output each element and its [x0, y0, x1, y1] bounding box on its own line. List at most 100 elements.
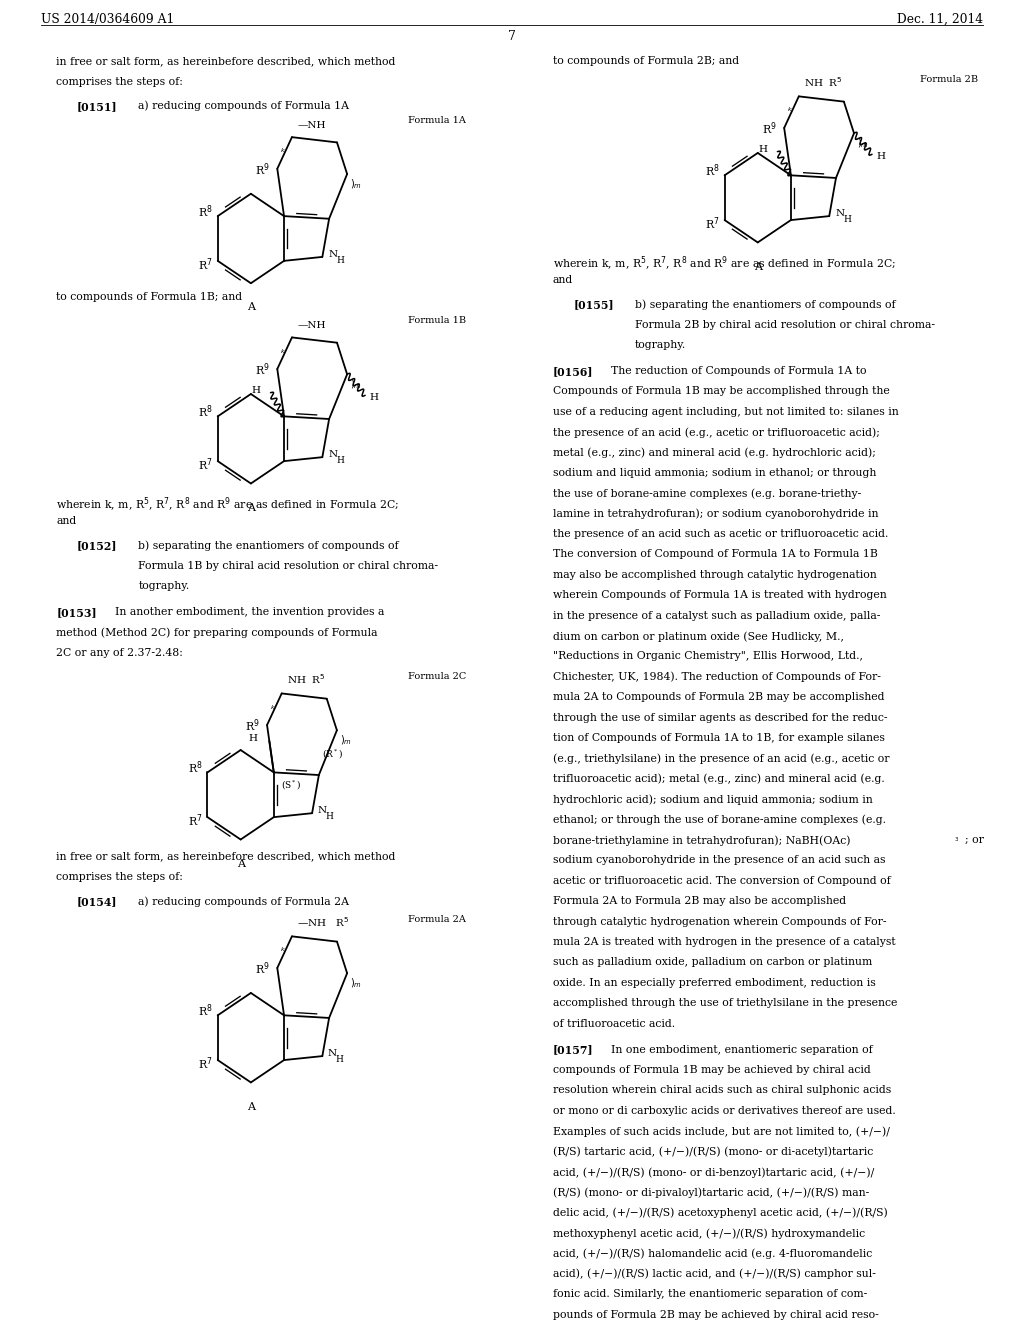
Text: H: H: [370, 393, 378, 403]
Text: Examples of such acids include, but are not limited to, (+/−)/: Examples of such acids include, but are …: [553, 1126, 890, 1137]
Text: tography.: tography.: [635, 341, 686, 350]
Text: The reduction of Compounds of Formula 1A to: The reduction of Compounds of Formula 1A…: [611, 366, 867, 376]
Text: )$_m$: )$_m$: [350, 378, 362, 392]
Text: Formula 1B by chiral acid resolution or chiral chroma-: Formula 1B by chiral acid resolution or …: [138, 561, 438, 570]
Text: $^k$: $^k$: [281, 348, 287, 356]
Text: wherein k, m, R$^5$, R$^7$, R$^8$ and R$^9$ are as defined in Formula 2C;: wherein k, m, R$^5$, R$^7$, R$^8$ and R$…: [56, 496, 399, 513]
Text: Formula 2B: Formula 2B: [920, 75, 978, 83]
Text: use of a reducing agent including, but not limited to: silanes in: use of a reducing agent including, but n…: [553, 407, 899, 417]
Text: acetic or trifluoroacetic acid. The conversion of Compound of: acetic or trifluoroacetic acid. The conv…: [553, 876, 891, 886]
Text: (e.g., triethylsilane) in the presence of an acid (e.g., acetic or: (e.g., triethylsilane) in the presence o…: [553, 754, 890, 764]
Text: [0155]: [0155]: [573, 300, 614, 310]
Text: H: H: [248, 734, 257, 743]
Text: hydrochloric acid); sodium and liquid ammonia; sodium in: hydrochloric acid); sodium and liquid am…: [553, 795, 872, 805]
Text: A: A: [247, 503, 255, 512]
Text: In another embodiment, the invention provides a: In another embodiment, the invention pro…: [115, 607, 384, 616]
Text: N: N: [836, 210, 845, 218]
Text: )$_m$: )$_m$: [857, 137, 869, 150]
Text: such as palladium oxide, palladium on carbon or platinum: such as palladium oxide, palladium on ca…: [553, 957, 872, 968]
Text: [0152]: [0152]: [77, 540, 118, 552]
Text: R$^7$: R$^7$: [198, 256, 213, 273]
Text: Formula 2A to Formula 2B may also be accomplished: Formula 2A to Formula 2B may also be acc…: [553, 896, 846, 907]
Text: b) separating the enantiomers of compounds of: b) separating the enantiomers of compoun…: [635, 300, 896, 310]
Text: ; or: ; or: [965, 836, 983, 845]
Text: H: H: [336, 1055, 343, 1064]
Text: H: H: [758, 145, 767, 153]
Text: US 2014/0364609 A1: US 2014/0364609 A1: [41, 13, 174, 26]
Text: H: H: [877, 152, 885, 161]
Text: R$^9$: R$^9$: [762, 121, 777, 137]
Text: sodium and liquid ammonia; sodium in ethanol; or through: sodium and liquid ammonia; sodium in eth…: [553, 467, 877, 478]
Text: wherein k, m, R$^5$, R$^7$, R$^8$ and R$^9$ are as defined in Formula 2C;: wherein k, m, R$^5$, R$^7$, R$^8$ and R$…: [553, 255, 896, 273]
Text: mula 2A to Compounds of Formula 2B may be accomplished: mula 2A to Compounds of Formula 2B may b…: [553, 692, 885, 702]
Text: A: A: [247, 1102, 255, 1111]
Text: The conversion of Compound of Formula 1A to Formula 1B: The conversion of Compound of Formula 1A…: [553, 549, 878, 560]
Text: NH  R$^5$: NH R$^5$: [804, 75, 843, 90]
Text: N: N: [328, 1049, 337, 1059]
Text: )$_m$: )$_m$: [350, 178, 362, 191]
Text: to compounds of Formula 2B; and: to compounds of Formula 2B; and: [553, 57, 739, 66]
Text: (R$^*$): (R$^*$): [322, 747, 343, 760]
Text: the presence of an acid (e.g., acetic or trifluoroacetic acid);: the presence of an acid (e.g., acetic or…: [553, 428, 880, 438]
Text: Chichester, UK, 1984). The reduction of Compounds of For-: Chichester, UK, 1984). The reduction of …: [553, 672, 881, 682]
Text: tion of Compounds of Formula 1A to 1B, for example silanes: tion of Compounds of Formula 1A to 1B, f…: [553, 733, 885, 743]
Text: trifluoroacetic acid); metal (e.g., zinc) and mineral acid (e.g.: trifluoroacetic acid); metal (e.g., zinc…: [553, 774, 885, 784]
Text: pounds of Formula 2B may be achieved by chiral acid reso-: pounds of Formula 2B may be achieved by …: [553, 1309, 879, 1320]
Text: R$^8$: R$^8$: [705, 162, 720, 178]
Text: metal (e.g., zinc) and mineral acid (e.g. hydrochloric acid);: metal (e.g., zinc) and mineral acid (e.g…: [553, 447, 876, 458]
Text: Formula 2B by chiral acid resolution or chiral chroma-: Formula 2B by chiral acid resolution or …: [635, 319, 935, 330]
Text: a) reducing compounds of Formula 1A: a) reducing compounds of Formula 1A: [138, 100, 349, 111]
Text: N: N: [329, 450, 338, 459]
Text: methoxyphenyl acetic acid, (+/−)/(R/S) hydroxymandelic: methoxyphenyl acetic acid, (+/−)/(R/S) h…: [553, 1228, 865, 1238]
Text: b) separating the enantiomers of compounds of: b) separating the enantiomers of compoun…: [138, 540, 399, 550]
Text: oxide. In an especially preferred embodiment, reduction is: oxide. In an especially preferred embodi…: [553, 978, 876, 987]
Text: comprises the steps of:: comprises the steps of:: [56, 873, 183, 882]
Text: tography.: tography.: [138, 581, 189, 591]
Text: resolution wherein chiral acids such as chiral sulphonic acids: resolution wherein chiral acids such as …: [553, 1085, 891, 1096]
Text: delic acid, (+/−)/(R/S) acetoxyphenyl acetic acid, (+/−)/(R/S): delic acid, (+/−)/(R/S) acetoxyphenyl ac…: [553, 1208, 888, 1218]
Text: lamine in tetrahydrofuran); or sodium cyanoborohydride in: lamine in tetrahydrofuran); or sodium cy…: [553, 508, 879, 519]
Text: "Reductions in Organic Chemistry", Ellis Horwood, Ltd.,: "Reductions in Organic Chemistry", Ellis…: [553, 652, 863, 661]
Text: )$_m$: )$_m$: [340, 734, 352, 747]
Text: in free or salt form, as hereinbefore described, which method: in free or salt form, as hereinbefore de…: [56, 57, 395, 66]
Text: 7: 7: [508, 30, 516, 44]
Text: (S$^*$): (S$^*$): [281, 779, 301, 792]
Text: R$^8$: R$^8$: [198, 1002, 213, 1019]
Text: and: and: [56, 516, 77, 527]
Text: R$^7$: R$^7$: [198, 457, 213, 473]
Text: R$^9$: R$^9$: [255, 161, 270, 178]
Text: ethanol; or through the use of borane-amine complexes (e.g.: ethanol; or through the use of borane-am…: [553, 814, 886, 825]
Text: a) reducing compounds of Formula 2A: a) reducing compounds of Formula 2A: [138, 896, 349, 907]
Text: Formula 2C: Formula 2C: [408, 672, 466, 681]
Text: )$_m$: )$_m$: [350, 977, 362, 990]
Text: NH  R$^5$: NH R$^5$: [287, 672, 326, 686]
Text: R$^7$: R$^7$: [705, 215, 720, 232]
Text: Dec. 11, 2014: Dec. 11, 2014: [897, 13, 983, 26]
Text: $^k$: $^k$: [270, 704, 276, 713]
Text: R$^8$: R$^8$: [198, 404, 213, 420]
Text: Formula 1B: Formula 1B: [408, 315, 466, 325]
Text: —NH: —NH: [297, 121, 326, 129]
Text: sodium cyanoborohydride in the presence of an acid such as: sodium cyanoborohydride in the presence …: [553, 855, 886, 866]
Text: $^k$: $^k$: [787, 107, 794, 116]
Text: A: A: [247, 302, 255, 313]
Text: [0153]: [0153]: [56, 607, 97, 618]
Text: N: N: [317, 807, 327, 816]
Text: A: A: [237, 858, 245, 869]
Text: $_3$: $_3$: [954, 836, 959, 843]
Text: borane-triethylamine in tetrahydrofuran); NaBH(OAc): borane-triethylamine in tetrahydrofuran)…: [553, 836, 851, 846]
Text: mula 2A is treated with hydrogen in the presence of a catalyst: mula 2A is treated with hydrogen in the …: [553, 937, 896, 946]
Text: acid, (+/−)/(R/S) halomandelic acid (e.g. 4-fluoromandelic: acid, (+/−)/(R/S) halomandelic acid (e.g…: [553, 1249, 872, 1259]
Text: H: H: [337, 457, 344, 465]
Text: N: N: [329, 249, 338, 259]
Text: through the use of similar agents as described for the reduc-: through the use of similar agents as des…: [553, 713, 888, 722]
Text: H: H: [844, 215, 851, 224]
Text: [0156]: [0156]: [553, 366, 594, 378]
Text: acid), (+/−)/(R/S) lactic acid, and (+/−)/(R/S) camphor sul-: acid), (+/−)/(R/S) lactic acid, and (+/−…: [553, 1269, 876, 1279]
Text: (R/S) (mono- or di-pivaloyl)tartaric acid, (+/−)/(R/S) man-: (R/S) (mono- or di-pivaloyl)tartaric aci…: [553, 1188, 869, 1199]
Text: the presence of an acid such as acetic or trifluoroacetic acid.: the presence of an acid such as acetic o…: [553, 529, 889, 539]
Text: R$^7$: R$^7$: [187, 812, 203, 829]
Text: Formula 1A: Formula 1A: [408, 116, 466, 124]
Text: $^k$: $^k$: [281, 946, 287, 956]
Text: R$^9$: R$^9$: [255, 961, 270, 977]
